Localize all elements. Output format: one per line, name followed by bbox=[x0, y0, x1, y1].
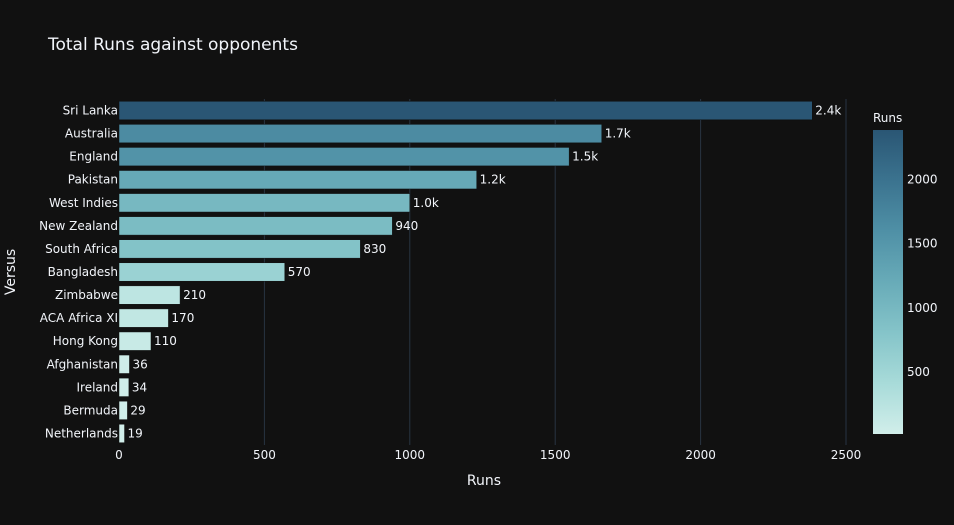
y-axis-title: Versus bbox=[3, 249, 19, 295]
bar bbox=[118, 377, 130, 397]
x-axis-title: Runs bbox=[467, 473, 501, 489]
bar bbox=[118, 423, 125, 443]
bar bbox=[118, 331, 152, 351]
bar bbox=[118, 285, 181, 305]
bar-value-label: 210 bbox=[183, 288, 206, 302]
bars bbox=[118, 101, 813, 443]
bar bbox=[118, 400, 128, 420]
bar bbox=[118, 262, 286, 282]
bar bbox=[118, 124, 602, 144]
bar bbox=[118, 147, 570, 167]
colorbar-tick-label: 500 bbox=[907, 365, 930, 379]
bar-value-label: 34 bbox=[132, 380, 147, 394]
bar-value-label: 19 bbox=[128, 426, 143, 440]
category-label: Hong Kong bbox=[53, 334, 118, 348]
colorbar-tick-label: 2000 bbox=[907, 172, 938, 186]
bar-value-label: 570 bbox=[288, 265, 311, 279]
category-label: Ireland bbox=[76, 380, 118, 394]
category-label: South Africa bbox=[45, 242, 118, 256]
bar bbox=[118, 216, 393, 236]
category-label: Bermuda bbox=[63, 403, 118, 417]
bar-value-label: 1.2k bbox=[480, 173, 506, 187]
bar bbox=[118, 193, 411, 213]
bar-value-label: 29 bbox=[130, 403, 145, 417]
colorbar: Runs 500 1000 1500 2000 bbox=[873, 111, 938, 434]
bar-value-label: 110 bbox=[154, 334, 177, 348]
category-label: Afghanistan bbox=[47, 357, 118, 371]
category-label: Pakistan bbox=[68, 173, 118, 187]
bar-value-label: 1.7k bbox=[605, 127, 631, 141]
x-tick-label: 2500 bbox=[831, 448, 862, 462]
category-labels: Sri Lanka Australia England Pakistan West In… bbox=[39, 104, 118, 441]
colorbar-ticks: 500 1000 1500 2000 bbox=[907, 172, 938, 379]
colorbar-title: Runs bbox=[873, 111, 902, 125]
bar bbox=[118, 170, 477, 190]
bar-value-label: 830 bbox=[363, 242, 386, 256]
bar bbox=[118, 101, 813, 121]
category-label: Sri Lanka bbox=[63, 104, 118, 118]
category-label: New Zealand bbox=[39, 219, 118, 233]
bar-value-label: 1.0k bbox=[413, 196, 439, 210]
x-tick-label: 2000 bbox=[685, 448, 716, 462]
category-label: Australia bbox=[65, 127, 118, 141]
bar-value-label: 1.5k bbox=[572, 150, 598, 164]
bar bbox=[118, 354, 130, 374]
category-label: Zimbabwe bbox=[55, 288, 118, 302]
category-label: Bangladesh bbox=[48, 265, 118, 279]
chart-title: Total Runs against opponents bbox=[47, 35, 298, 55]
bar-value-label: 940 bbox=[395, 219, 418, 233]
bar bbox=[118, 239, 361, 259]
colorbar-tick-label: 1500 bbox=[907, 237, 938, 251]
value-labels: 2.4k 1.7k 1.5k 1.2k 1.0k 940 830 570 210 170 110 36… bbox=[128, 104, 842, 441]
x-tick-label: 1000 bbox=[395, 448, 426, 462]
category-label: Netherlands bbox=[45, 426, 118, 440]
bar-value-label: 170 bbox=[171, 311, 194, 325]
colorbar-tick-label: 1000 bbox=[907, 301, 938, 315]
category-label: West Indies bbox=[49, 196, 118, 210]
x-tick-label: 0 bbox=[115, 448, 123, 462]
x-tick-label: 500 bbox=[253, 448, 276, 462]
category-label: ACA Africa XI bbox=[40, 311, 118, 325]
bar-value-label: 2.4k bbox=[815, 104, 841, 118]
category-label: England bbox=[69, 150, 118, 164]
colorbar-gradient bbox=[873, 130, 903, 434]
x-tick-label: 1500 bbox=[540, 448, 571, 462]
bar bbox=[118, 308, 169, 328]
x-tick-labels: 0 500 1000 1500 2000 2500 bbox=[115, 448, 861, 462]
bar-value-label: 36 bbox=[132, 357, 147, 371]
